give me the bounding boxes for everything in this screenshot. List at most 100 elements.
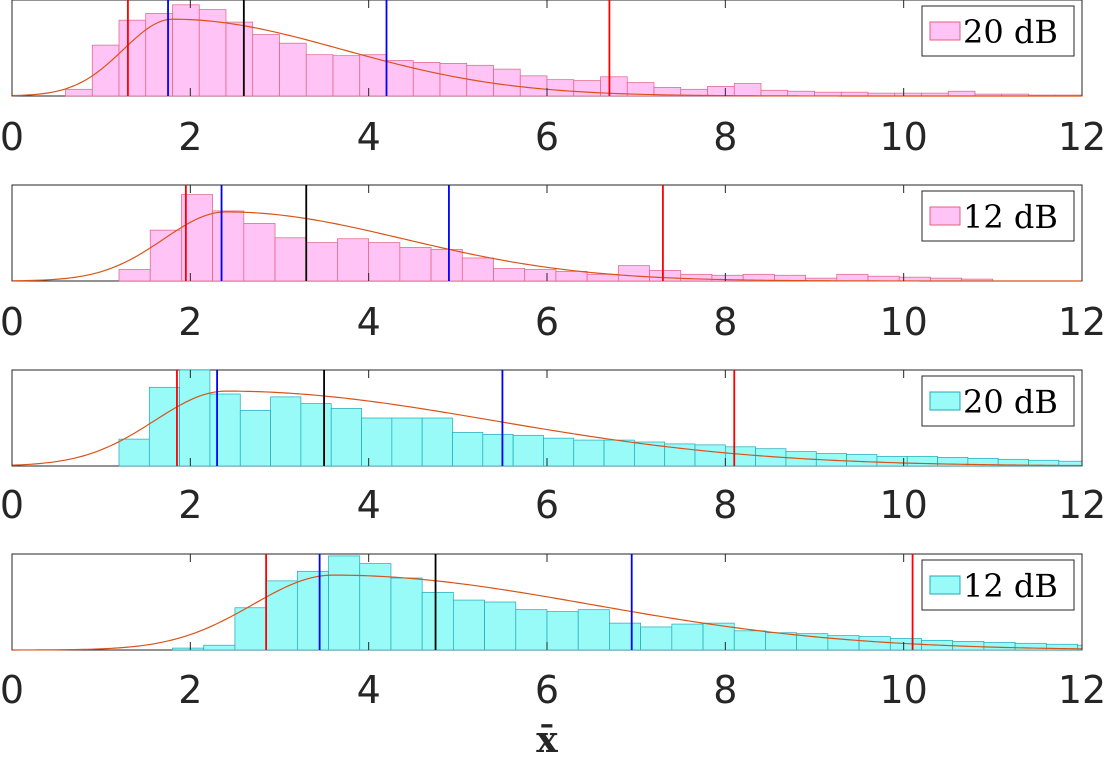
legend-swatch bbox=[929, 206, 961, 226]
x-tick-label: 12 bbox=[1058, 668, 1106, 712]
x-tick-label: 12 bbox=[1058, 115, 1106, 159]
histogram-bar bbox=[519, 75, 548, 97]
histogram-bar bbox=[1014, 642, 1047, 651]
histogram-bar bbox=[399, 247, 432, 282]
histogram-bar bbox=[270, 396, 302, 467]
histogram-bar bbox=[512, 434, 544, 467]
legend: 12 dB bbox=[921, 190, 1075, 242]
histogram-bar bbox=[118, 269, 151, 282]
histogram-bar bbox=[876, 456, 908, 467]
histogram-bar bbox=[858, 636, 891, 651]
histogram-bar bbox=[198, 9, 227, 97]
histogram-bar bbox=[640, 626, 673, 651]
histogram-bar bbox=[359, 54, 387, 97]
histogram-bar bbox=[867, 275, 900, 282]
histogram-bar bbox=[337, 238, 370, 282]
chart-panel-1: 0 2 4 6 8 10 12 20 dB bbox=[0, 0, 1106, 159]
legend-label: 12 dB bbox=[963, 567, 1058, 605]
x-tick-label: 2 bbox=[178, 115, 202, 159]
x-tick-label: 2 bbox=[178, 300, 202, 344]
histogram-bar bbox=[765, 632, 798, 651]
legend-label: 20 dB bbox=[963, 13, 1058, 51]
legend: 20 dB bbox=[921, 375, 1075, 427]
chart-panel-3: 0 2 4 6 8 10 12 20 dB bbox=[0, 369, 1106, 527]
histogram-bar bbox=[239, 409, 271, 467]
x-tick-label: 2 bbox=[178, 668, 202, 712]
histogram-bar bbox=[225, 21, 254, 97]
x-tick-label: 10 bbox=[879, 668, 927, 712]
histogram-bar bbox=[461, 257, 494, 282]
histogram-bar bbox=[515, 609, 548, 651]
histogram-bar bbox=[733, 630, 766, 651]
histogram-bar bbox=[760, 89, 789, 97]
histogram-bar bbox=[386, 60, 414, 97]
histogram-bar bbox=[702, 622, 735, 651]
histogram-bar bbox=[439, 63, 468, 97]
histogram-bar bbox=[412, 62, 441, 97]
histogram-bar bbox=[234, 607, 267, 651]
histogram-bar bbox=[724, 446, 756, 467]
histogram-bar bbox=[203, 644, 236, 651]
x-tick-label: 8 bbox=[713, 668, 737, 712]
chart-panel-2: 0 2 4 6 8 10 12 12 dB bbox=[0, 184, 1106, 344]
histogram-bar bbox=[836, 273, 869, 282]
histogram-bar bbox=[787, 90, 815, 97]
x-axis-label: x̄ bbox=[536, 719, 558, 757]
histogram-bar bbox=[493, 268, 526, 282]
histogram-bar bbox=[391, 417, 423, 467]
histogram-bar bbox=[617, 265, 650, 282]
histogram-bar bbox=[65, 88, 93, 97]
x-tick-label: 12 bbox=[1058, 483, 1106, 527]
histogram-bar bbox=[328, 555, 361, 651]
histogram-bar bbox=[906, 456, 938, 467]
x-tick-label: 8 bbox=[713, 300, 737, 344]
histogram-bar bbox=[172, 647, 205, 651]
x-tick-label: 2 bbox=[178, 483, 202, 527]
x-tick-label: 0 bbox=[0, 483, 24, 527]
x-tick-label: 4 bbox=[357, 300, 381, 344]
x-tick-label: 6 bbox=[535, 668, 559, 712]
x-tick-label: 6 bbox=[535, 300, 559, 344]
histogram-bar bbox=[573, 439, 605, 467]
histogram-bar bbox=[671, 623, 704, 651]
histogram-bar bbox=[546, 611, 579, 651]
x-tick-label: 6 bbox=[535, 115, 559, 159]
histogram-bar bbox=[983, 641, 1016, 651]
histogram-bar bbox=[368, 242, 401, 282]
x-tick-label: 4 bbox=[357, 483, 381, 527]
histogram-bar bbox=[179, 369, 211, 467]
x-tick-label: 0 bbox=[0, 300, 24, 344]
histogram-bar bbox=[390, 577, 423, 651]
histogram-bar bbox=[300, 403, 332, 467]
histogram-bar bbox=[680, 273, 713, 282]
histogram-bar bbox=[707, 86, 735, 97]
histogram-bar bbox=[332, 55, 361, 97]
x-tick-label: 12 bbox=[1058, 300, 1106, 344]
x-tick-label: 0 bbox=[0, 668, 24, 712]
histogram-bar bbox=[543, 437, 575, 467]
histogram-bar bbox=[172, 4, 200, 97]
histogram-bar bbox=[649, 270, 682, 282]
histogram-bar bbox=[482, 433, 514, 467]
histogram-bar bbox=[603, 439, 635, 467]
x-tick-label: 10 bbox=[879, 300, 927, 344]
histogram-bar bbox=[421, 417, 453, 467]
histogram-bar bbox=[524, 269, 557, 282]
legend: 12 dB bbox=[921, 559, 1075, 611]
legend-label: 12 dB bbox=[963, 198, 1058, 236]
histogram-bar bbox=[252, 34, 280, 97]
histogram-bar bbox=[694, 444, 726, 467]
x-tick-label: 10 bbox=[879, 483, 927, 527]
histogram-bar bbox=[243, 223, 276, 282]
x-tick-label: 8 bbox=[713, 115, 737, 159]
histogram-bar bbox=[609, 622, 641, 651]
histogram-bar bbox=[430, 248, 463, 282]
histogram-bar bbox=[279, 42, 307, 97]
chart-panel-4: 0 2 4 6 8 10 12 12 dB bbox=[0, 553, 1106, 712]
legend: 20 dB bbox=[921, 5, 1075, 57]
histogram-bar bbox=[305, 242, 338, 282]
histogram-bar bbox=[453, 599, 485, 651]
legend-swatch bbox=[929, 21, 961, 41]
x-tick-label: 6 bbox=[535, 483, 559, 527]
